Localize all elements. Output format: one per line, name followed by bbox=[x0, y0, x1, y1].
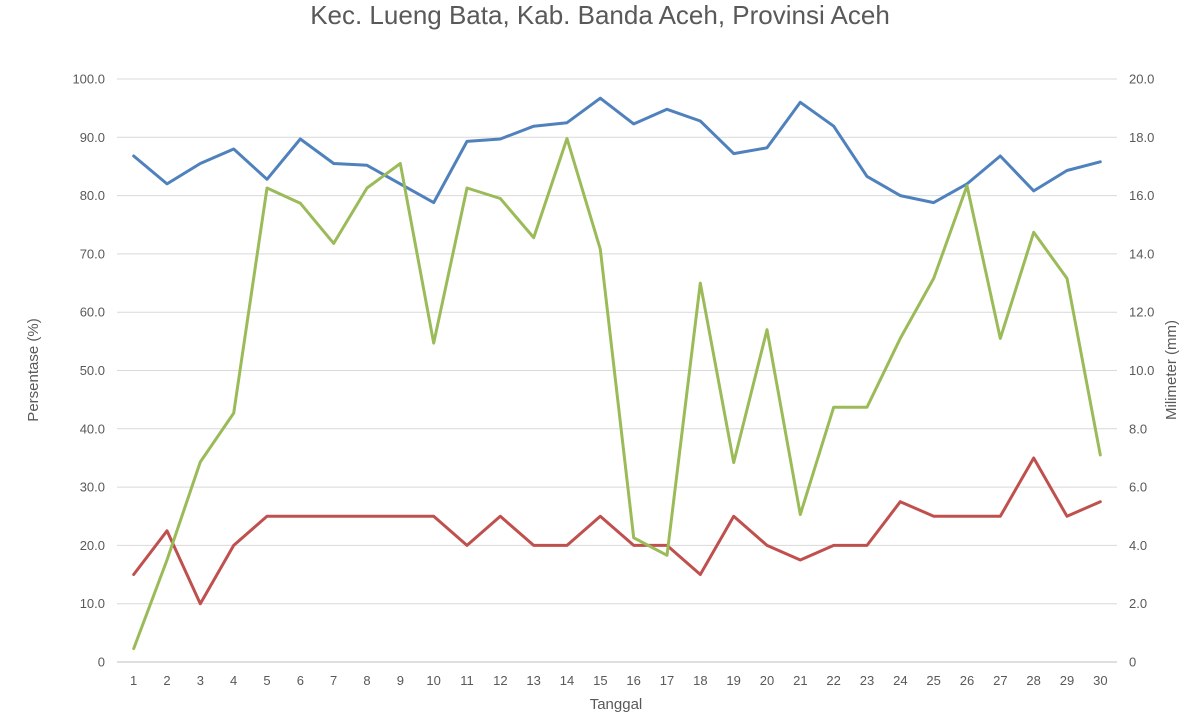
x-tick-label: 1 bbox=[130, 673, 137, 688]
x-tick-label: 2 bbox=[163, 673, 170, 688]
y-axis-left-title: Persentase (%) bbox=[25, 318, 42, 421]
y2-tick-label: 14.0 bbox=[1129, 246, 1154, 261]
y-tick-label: 70.0 bbox=[80, 246, 105, 261]
y-tick-label: 20.0 bbox=[80, 538, 105, 553]
x-tick-label: 28 bbox=[1026, 673, 1040, 688]
x-tick-label: 7 bbox=[330, 673, 337, 688]
y2-tick-label: 10.0 bbox=[1129, 363, 1154, 378]
x-tick-label: 20 bbox=[760, 673, 774, 688]
y2-tick-label: 18.0 bbox=[1129, 130, 1154, 145]
x-tick-label: 30 bbox=[1093, 673, 1107, 688]
gridlines bbox=[117, 78, 1117, 663]
y-tick-label: 10.0 bbox=[80, 596, 105, 611]
y-tick-label: 100.0 bbox=[72, 72, 105, 87]
x-tick-label: 8 bbox=[363, 673, 370, 688]
x-axis-title: Tanggal bbox=[590, 696, 643, 713]
x-tick-label: 29 bbox=[1060, 673, 1074, 688]
x-tick-label: 10 bbox=[426, 673, 440, 688]
x-tick-label: 13 bbox=[526, 673, 540, 688]
x-tick-label: 16 bbox=[626, 673, 640, 688]
chart-title: Kec. Lueng Bata, Kab. Banda Aceh, Provin… bbox=[310, 0, 890, 30]
series-lines bbox=[132, 96, 1102, 651]
x-tick-label: 24 bbox=[893, 673, 907, 688]
y-axis-left-ticks: 0 10.0 20.0 30.0 40.0 50.0 60.0 70.0 80.0 90.0 100… bbox=[72, 72, 105, 670]
x-tick-label: 5 bbox=[263, 673, 270, 688]
y2-tick-label: 0 bbox=[1129, 655, 1136, 670]
x-tick-label: 6 bbox=[297, 673, 304, 688]
series-line-3 bbox=[132, 137, 1102, 651]
x-tick-label: 4 bbox=[230, 673, 237, 688]
y-axis-right-ticks: 0 2.0 4.0 6.0 8.0 10.0 12.0 14.0 16.0 18.0 20.0 bbox=[1129, 72, 1154, 670]
y-axis-right-title: Milimeter (mm) bbox=[1163, 320, 1180, 420]
x-tick-label: 3 bbox=[197, 673, 204, 688]
x-tick-label: 11 bbox=[460, 673, 474, 688]
y-tick-label: 0 bbox=[98, 655, 105, 670]
x-tick-label: 27 bbox=[993, 673, 1007, 688]
x-tick-label: 26 bbox=[960, 673, 974, 688]
x-tick-label: 17 bbox=[660, 673, 674, 688]
y2-tick-label: 12.0 bbox=[1129, 305, 1154, 320]
x-axis-ticks: 1 2 3 4 5 6 7 8 9 10 11 12 13 14 15 16 17 18 19 20 21 22 23 24 2… bbox=[130, 673, 1108, 688]
y-tick-label: 90.0 bbox=[80, 130, 105, 145]
x-tick-label: 22 bbox=[826, 673, 840, 688]
x-tick-label: 21 bbox=[793, 673, 807, 688]
y-tick-label: 80.0 bbox=[80, 188, 105, 203]
x-tick-label: 19 bbox=[726, 673, 740, 688]
y2-tick-label: 20.0 bbox=[1129, 72, 1154, 87]
x-tick-label: 23 bbox=[860, 673, 874, 688]
x-tick-label: 12 bbox=[493, 673, 507, 688]
x-tick-label: 9 bbox=[397, 673, 404, 688]
y-tick-label: 30.0 bbox=[80, 480, 105, 495]
x-tick-label: 18 bbox=[693, 673, 707, 688]
series-line-1 bbox=[132, 96, 1102, 205]
y2-tick-label: 6.0 bbox=[1129, 480, 1147, 495]
y2-tick-label: 16.0 bbox=[1129, 188, 1154, 203]
x-tick-label: 25 bbox=[926, 673, 940, 688]
x-tick-label: 14 bbox=[560, 673, 574, 688]
y2-tick-label: 4.0 bbox=[1129, 538, 1147, 553]
y2-tick-label: 8.0 bbox=[1129, 421, 1147, 436]
series-line-2 bbox=[132, 456, 1102, 606]
y-tick-label: 60.0 bbox=[80, 305, 105, 320]
y-tick-label: 40.0 bbox=[80, 421, 105, 436]
y2-tick-label: 2.0 bbox=[1129, 596, 1147, 611]
y-tick-label: 50.0 bbox=[80, 363, 105, 378]
x-tick-label: 15 bbox=[593, 673, 607, 688]
